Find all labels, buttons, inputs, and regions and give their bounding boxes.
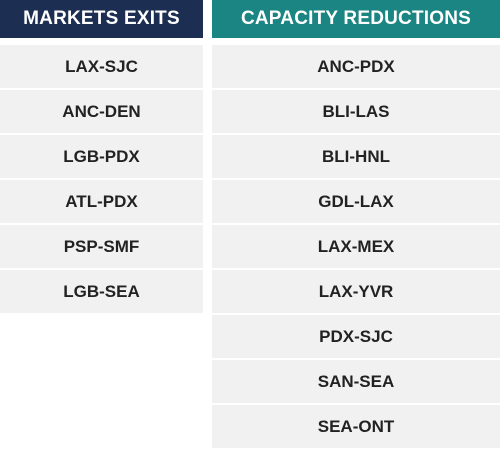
market-exits-list: LAX-SJC ANC-DEN LGB-PDX ATL-PDX PSP-SMF …: [0, 45, 203, 313]
capacity-reduction-row: LAX-MEX: [212, 225, 500, 268]
capacity-reduction-row: BLI-HNL: [212, 135, 500, 178]
capacity-reduction-row: PDX-SJC: [212, 315, 500, 358]
capacity-reduction-row: ANC-PDX: [212, 45, 500, 88]
market-exit-row: LAX-SJC: [0, 45, 203, 88]
capacity-reduction-row: LAX-YVR: [212, 270, 500, 313]
capacity-reduction-row: GDL-LAX: [212, 180, 500, 223]
capacity-reduction-row: SEA-ONT: [212, 405, 500, 448]
market-exit-row: ANC-DEN: [0, 90, 203, 133]
market-exits-column: MARKETS EXITS LAX-SJC ANC-DEN LGB-PDX AT…: [0, 0, 203, 315]
market-exit-row: ATL-PDX: [0, 180, 203, 223]
market-exit-row: LGB-PDX: [0, 135, 203, 178]
market-exit-row: LGB-SEA: [0, 270, 203, 313]
capacity-reductions-list: ANC-PDX BLI-LAS BLI-HNL GDL-LAX LAX-MEX …: [212, 45, 500, 448]
market-exit-row: PSP-SMF: [0, 225, 203, 268]
capacity-reduction-row: BLI-LAS: [212, 90, 500, 133]
capacity-reductions-header: CAPACITY REDUCTIONS: [212, 0, 500, 38]
capacity-reduction-row: SAN-SEA: [212, 360, 500, 403]
capacity-reductions-column: CAPACITY REDUCTIONS ANC-PDX BLI-LAS BLI-…: [212, 0, 500, 450]
market-exits-header: MARKETS EXITS: [0, 0, 203, 38]
